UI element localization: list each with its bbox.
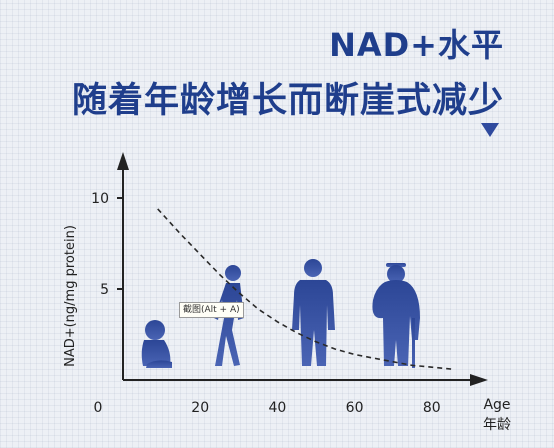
chart-title: NAD+水平	[329, 26, 504, 64]
middle-aged-man-silhouette	[292, 259, 335, 366]
elderly-man-silhouette	[372, 263, 420, 368]
y-axis-arrow	[117, 152, 129, 170]
x-axis-label-cn: 年龄	[483, 417, 511, 433]
x-tick-label: 20	[191, 400, 209, 416]
x-axis-label: Age	[483, 397, 510, 413]
axes	[117, 152, 488, 386]
young-adult-silhouette	[214, 265, 244, 366]
x-tick-label: 80	[423, 400, 441, 416]
x-tick-label: 60	[346, 400, 364, 416]
down-triangle-icon	[481, 123, 499, 137]
screenshot-tooltip: 截图(Alt + A)	[179, 302, 244, 318]
baby-silhouette	[141, 320, 172, 368]
nad-curve	[157, 208, 452, 370]
x-tick-label: 40	[268, 400, 286, 416]
chart-subtitle: 随着年龄增长而断崖式减少	[71, 81, 504, 121]
y-tick-label: 10	[91, 191, 109, 207]
y-axis-label: NAD+(ng/mg protein)	[63, 225, 78, 367]
x-tick-label: 0	[94, 400, 103, 416]
y-tick-label: 5	[100, 282, 109, 298]
x-axis-arrow	[470, 374, 488, 386]
